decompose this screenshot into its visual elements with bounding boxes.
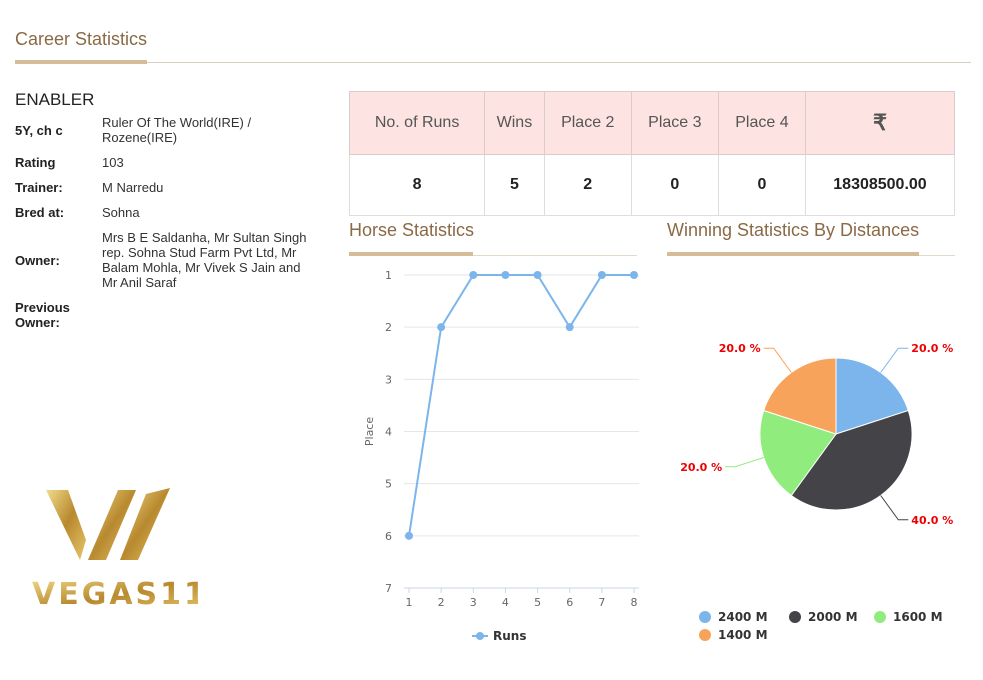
info-row: Trainer: M Narredu [15,180,335,195]
header-place2: Place 2 [543,91,632,155]
y-tick-label: 2 [385,321,392,334]
legend-label: 1400 M [718,628,768,642]
y-axis-label: Place [363,417,376,446]
info-label: Bred at: [15,205,65,220]
pie-connector [880,347,909,373]
pie-connector [725,457,764,468]
data-point [437,323,446,332]
y-tick-label: 3 [385,373,392,386]
x-tick-label: 7 [598,596,605,609]
legend-marker [874,611,886,623]
value-runs: 8 [348,154,486,216]
pie-data-label: 20.0 % [680,461,722,474]
header-wins: Wins [484,91,545,155]
career-stats-table: No. of Runs Wins Place 2 Place 3 Place 4… [348,91,956,216]
info-value [102,300,317,330]
y-tick-label: 5 [385,478,392,491]
pie-slice [759,409,837,497]
x-tick-label: 1 [406,596,413,609]
horse-statistics-chart: 1 2 3 4 5 6 7 1 2 3 4 5 6 7 8 Place Runs [363,269,639,643]
info-row: 5Y, ch c Ruler Of The World(IRE) / Rozene… [15,115,335,145]
pie-slice [790,409,913,511]
header-place3: Place 3 [630,91,719,155]
section-divider [349,255,637,256]
header-rupee-icon: ₹ [804,91,956,155]
data-point [597,271,606,279]
header-runs: No. of Runs [348,91,486,155]
data-point [630,271,638,279]
header-place4: Place 4 [717,91,806,155]
legend-marker [699,629,711,641]
x-tick-label: 3 [470,596,477,609]
info-label: Trainer: [15,180,63,195]
y-tick-label: 4 [385,426,392,439]
table-header-row: No. of Runs Wins Place 2 Place 3 Place 4… [348,91,956,155]
pie-data-label: 40.0 % [911,514,953,527]
pie-slice [835,357,909,435]
legend-marker [476,632,484,640]
title-divider [15,62,971,63]
legend-marker [699,611,711,623]
x-tick-label: 5 [534,596,541,609]
data-point [533,271,542,279]
x-tick-label: 2 [438,596,445,609]
legend-label: 1600 M [893,610,943,624]
x-tick-label: 4 [502,596,509,609]
legend-label: 2400 M [718,610,768,624]
data-point [501,271,510,279]
info-value: 103 [102,155,124,170]
info-value: Ruler Of The World(IRE) / Rozene(IRE) [102,115,252,145]
y-tick-label: 1 [385,269,392,282]
x-tick-label: 8 [631,596,638,609]
pie-connector [880,495,909,521]
value-wins: 5 [484,154,545,216]
info-label: 5Y, ch c [15,122,63,138]
info-value: Sohna [102,205,140,220]
info-value: Mrs B E Saldanha, Mr Sultan Singh rep. S… [102,230,307,290]
info-value: M Narredu [102,180,164,195]
vegas11-logo: VEGAS11 [32,488,198,610]
info-label: Rating [15,155,56,170]
section-underline [349,252,473,256]
pie-slice [763,357,837,435]
legend-marker [789,611,801,623]
page-title: Career Statistics [15,29,148,49]
info-row: Rating 103 [15,155,335,170]
data-point [565,323,574,332]
series-line-runs [408,274,634,536]
horse-name: ENABLER [15,90,95,109]
info-row: Bred at: Sohna [15,205,335,220]
legend-label: 2000 M [808,610,858,624]
y-tick-label: 6 [385,530,392,543]
horse-statistics-title: Horse Statistics [349,220,475,240]
logo-text: VEGAS11 [32,577,198,610]
value-earnings: 18308500.00 [804,154,956,216]
pie-data-label: 20.0 % [911,342,953,355]
pie-data-label: 20.0 % [719,342,761,355]
table-row: 8 5 2 0 0 18308500.00 [348,154,956,216]
pie-connector [763,347,792,373]
title-underline [15,60,147,64]
data-point [469,271,478,279]
winning-distance-pie-chart: 20.0 % 2400 M 40.0 % 2000 M 20.0 % 1600 M 20.0… [680,342,953,642]
legend-label: Runs [493,629,526,643]
value-place2: 2 [543,154,632,216]
y-tick-label: 7 [385,582,392,595]
info-label: Previous Owner: [15,300,70,330]
info-row: Owner: Mrs B E Saldanha, Mr Sultan Singh … [15,230,335,290]
winning-statistics-title: Winning Statistics By Distances [667,220,920,240]
info-row: Previous Owner: [15,300,335,330]
data-point [405,531,413,540]
value-place3: 0 [630,154,719,216]
value-place4: 0 [717,154,806,216]
x-tick-label: 6 [566,596,573,609]
horse-info: 5Y, ch c Ruler Of The World(IRE) / Rozene… [15,115,335,340]
section-underline [667,252,919,256]
info-label: Owner: [15,252,60,268]
